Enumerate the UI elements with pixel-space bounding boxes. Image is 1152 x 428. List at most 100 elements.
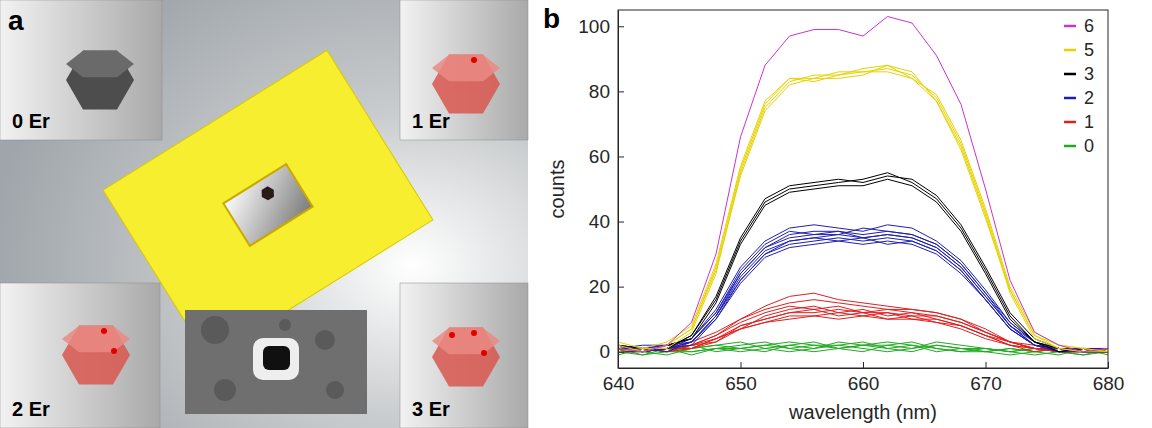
inset-label: 2 Er (12, 398, 50, 420)
spectrum-line (618, 231, 1108, 351)
sem-texture (315, 330, 335, 350)
y-axis: 0 20 40 60 80 100 (578, 11, 624, 369)
legend-label: 5 (1084, 40, 1094, 60)
axis-line (619, 368, 1109, 369)
nanocrystal (259, 184, 277, 202)
sem-image (185, 310, 367, 414)
background (0, 0, 528, 428)
spectrum-line (618, 17, 1108, 352)
tick-label: 650 (725, 373, 757, 394)
inset-label: 3 Er (412, 398, 450, 420)
panel-a: 0 Er1 Er2 Er3 Era (0, 0, 528, 428)
figure: 0 Er1 Er2 Er3 Era64065066067068002040608… (0, 0, 1152, 428)
aperture-edge (222, 163, 314, 247)
tick: 20 (589, 276, 624, 297)
tick-label: 670 (970, 373, 1002, 394)
y-axis-title: counts (546, 160, 568, 219)
legend: 6 5 3 2 1 0 (1064, 16, 1094, 156)
tick-mark (618, 287, 624, 288)
legend-item: 3 (1064, 64, 1094, 84)
er-ion (471, 330, 477, 336)
legend-label: 6 (1084, 16, 1094, 36)
legend-swatch (1064, 25, 1076, 28)
tick: 660 (848, 362, 880, 394)
legend-label: 0 (1084, 136, 1094, 156)
sem-texture (201, 316, 229, 344)
tick-mark (618, 26, 624, 27)
legend-item: 6 (1064, 16, 1094, 36)
x-axis-title: wavelength (nm) (788, 401, 937, 423)
crystal-body (432, 55, 500, 114)
panel-label: b (543, 3, 560, 34)
crystal-body (62, 326, 130, 385)
tick: 80 (589, 81, 624, 102)
tick-mark (618, 91, 624, 92)
panel-b: 640650660670680020406080100wavelength (n… (543, 3, 1124, 423)
tick-mark (863, 362, 864, 368)
tick-label: 100 (578, 16, 610, 37)
lines (618, 17, 1108, 355)
legend-label: 1 (1084, 112, 1094, 132)
legend-swatch (1064, 121, 1076, 124)
tick-label: 40 (589, 211, 610, 232)
tick: 60 (589, 146, 624, 167)
tick-label: 680 (1093, 373, 1125, 394)
aperture (225, 166, 311, 245)
tick-mark (741, 362, 742, 368)
plot-background (618, 10, 1108, 368)
legend-swatch (1064, 73, 1076, 76)
sem-rim (253, 338, 299, 380)
spectrum-line (618, 228, 1108, 348)
crystal-top (432, 55, 500, 82)
tick: 670 (970, 362, 1002, 394)
legend-swatch (1064, 145, 1076, 148)
tick: 680 (1093, 362, 1125, 394)
tick-label: 0 (599, 341, 610, 362)
legend-swatch (1064, 49, 1076, 52)
spectrum-line (618, 235, 1108, 352)
legend-item: 2 (1064, 88, 1094, 108)
plot-frame (618, 10, 1108, 368)
sem-texture (279, 319, 291, 331)
er-ion (101, 328, 107, 334)
inset: 2 Er (0, 283, 160, 428)
legend-item: 5 (1064, 40, 1094, 60)
tick-mark (618, 222, 624, 223)
legend-item: 1 (1064, 112, 1094, 132)
inset-background (400, 283, 528, 428)
tick: 650 (725, 362, 757, 394)
inset-background (0, 283, 160, 428)
inset-background (0, 0, 162, 140)
legend-swatch (1064, 97, 1076, 100)
inset: 3 Er (400, 283, 528, 428)
inset-label: 1 Er (412, 110, 450, 132)
inset: 0 Er (0, 0, 162, 140)
sem-texture (214, 379, 236, 401)
crystal-body (432, 328, 500, 387)
spectrum-line (618, 65, 1108, 351)
tick-mark (618, 156, 624, 157)
tick-label: 660 (848, 373, 880, 394)
sem-hole (263, 346, 290, 370)
legend-label: 2 (1084, 88, 1094, 108)
crystal-top (432, 328, 500, 355)
crystal-body (66, 51, 134, 110)
tick-label: 80 (589, 81, 610, 102)
tick-mark (618, 352, 624, 353)
tick-mark (1108, 362, 1109, 368)
inset-label: 0 Er (12, 110, 50, 132)
inset-background (400, 0, 528, 140)
spectrum-line (618, 72, 1108, 352)
spectrum-line (618, 342, 1108, 352)
tick-label: 20 (589, 276, 610, 297)
legend-item: 0 (1064, 136, 1094, 156)
sem-texture (326, 381, 344, 399)
sem-background (185, 310, 367, 414)
tick-label: 60 (589, 146, 610, 167)
x-axis: 640650660670680 (603, 362, 1125, 394)
spectrum-line (618, 69, 1108, 352)
figure-svg: 0 Er1 Er2 Er3 Era64065066067068002040608… (0, 0, 1152, 428)
crystal-top (66, 51, 134, 78)
tick-mark (986, 362, 987, 368)
spectrum-line (618, 65, 1108, 351)
